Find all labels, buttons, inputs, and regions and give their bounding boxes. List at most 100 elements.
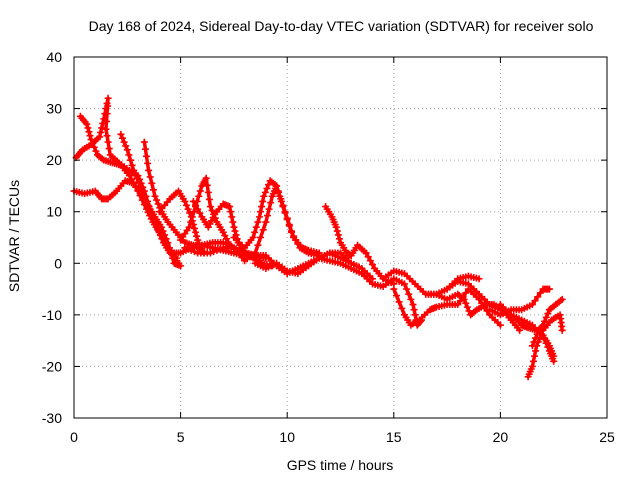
x-tick-label: 25 <box>599 429 615 445</box>
data-point <box>279 201 287 209</box>
data-point <box>208 206 216 214</box>
data-point <box>194 236 202 244</box>
data-point <box>190 224 198 232</box>
data-point <box>362 249 370 257</box>
data-point <box>103 117 111 125</box>
x-axis-label: GPS time / hours <box>287 457 394 473</box>
data-point <box>133 174 141 182</box>
data-point <box>154 200 162 208</box>
data-point <box>255 213 263 221</box>
data-point <box>545 285 553 293</box>
data-point <box>390 285 398 293</box>
data-point <box>528 301 536 309</box>
y-tick-label: 30 <box>46 101 62 117</box>
series-track-u <box>524 311 566 381</box>
data-point <box>368 261 376 269</box>
data-point <box>138 186 146 194</box>
y-tick-label: -20 <box>42 358 62 374</box>
data-point <box>190 208 198 216</box>
data-point <box>335 235 343 243</box>
data-point <box>532 347 540 355</box>
data-point <box>230 223 238 231</box>
data-point <box>544 310 552 318</box>
data-point <box>153 196 161 204</box>
y-axis-label: SDTVAR / TECUs <box>6 180 22 292</box>
data-point <box>254 218 262 226</box>
data-point <box>136 182 144 190</box>
data-point <box>150 217 158 225</box>
data-point <box>148 179 156 187</box>
data-point <box>334 231 342 239</box>
data-point <box>281 208 289 216</box>
data-point <box>249 234 257 241</box>
data-point <box>103 132 111 140</box>
y-tick-label: -10 <box>42 307 62 323</box>
data-point <box>146 205 154 213</box>
data-point <box>277 195 285 203</box>
data-point <box>213 246 221 254</box>
data-point <box>141 194 149 202</box>
chart-title: Day 168 of 2024, Sidereal Day-to-day VTE… <box>89 18 594 34</box>
data-points <box>70 94 566 381</box>
data-point <box>332 223 340 231</box>
data-point <box>539 321 547 329</box>
data-point <box>159 227 167 235</box>
data-point <box>125 172 133 180</box>
data-point <box>536 289 544 297</box>
data-point <box>181 244 189 252</box>
data-point <box>117 130 125 138</box>
data-point <box>97 128 105 136</box>
data-point <box>558 295 566 303</box>
data-point <box>285 221 293 229</box>
data-point <box>528 342 536 350</box>
data-point <box>190 248 198 256</box>
data-point <box>496 321 504 329</box>
series-track-v <box>528 295 566 350</box>
x-tick-label: 15 <box>386 429 402 445</box>
data-point <box>103 110 111 118</box>
data-point <box>541 317 549 325</box>
data-point <box>181 197 189 205</box>
y-tick-label: -30 <box>42 410 62 426</box>
data-point <box>462 299 470 307</box>
data-point <box>131 170 139 178</box>
data-point <box>252 223 260 231</box>
data-point <box>194 205 202 213</box>
data-point <box>405 290 413 298</box>
data-point <box>184 245 192 253</box>
data-point <box>123 146 131 154</box>
data-point <box>177 262 185 270</box>
data-point <box>454 301 462 309</box>
data-point <box>119 134 127 142</box>
data-point <box>187 246 195 254</box>
data-point <box>273 182 281 190</box>
data-point <box>411 311 419 319</box>
data-point <box>142 197 150 205</box>
data-point <box>126 156 134 164</box>
data-point <box>204 188 212 196</box>
data-point <box>140 138 148 146</box>
x-tick-label: 10 <box>279 429 295 445</box>
data-point <box>475 275 483 283</box>
data-point <box>104 102 112 110</box>
data-point <box>460 295 468 303</box>
data-point <box>187 218 195 226</box>
data-point <box>188 213 196 221</box>
data-point <box>409 301 417 309</box>
data-point <box>151 192 159 200</box>
data-point <box>407 295 415 303</box>
data-point <box>120 138 128 146</box>
data-point <box>184 205 192 213</box>
data-point <box>333 227 341 235</box>
data-point <box>144 201 152 209</box>
data-point <box>92 147 100 155</box>
data-point <box>147 209 155 217</box>
data-point <box>283 214 291 222</box>
data-point <box>182 201 190 209</box>
data-point <box>462 289 470 297</box>
y-tick-label: 20 <box>46 152 62 168</box>
data-point <box>104 138 112 146</box>
data-point <box>189 197 197 205</box>
data-point <box>192 228 200 236</box>
data-point <box>195 240 203 248</box>
